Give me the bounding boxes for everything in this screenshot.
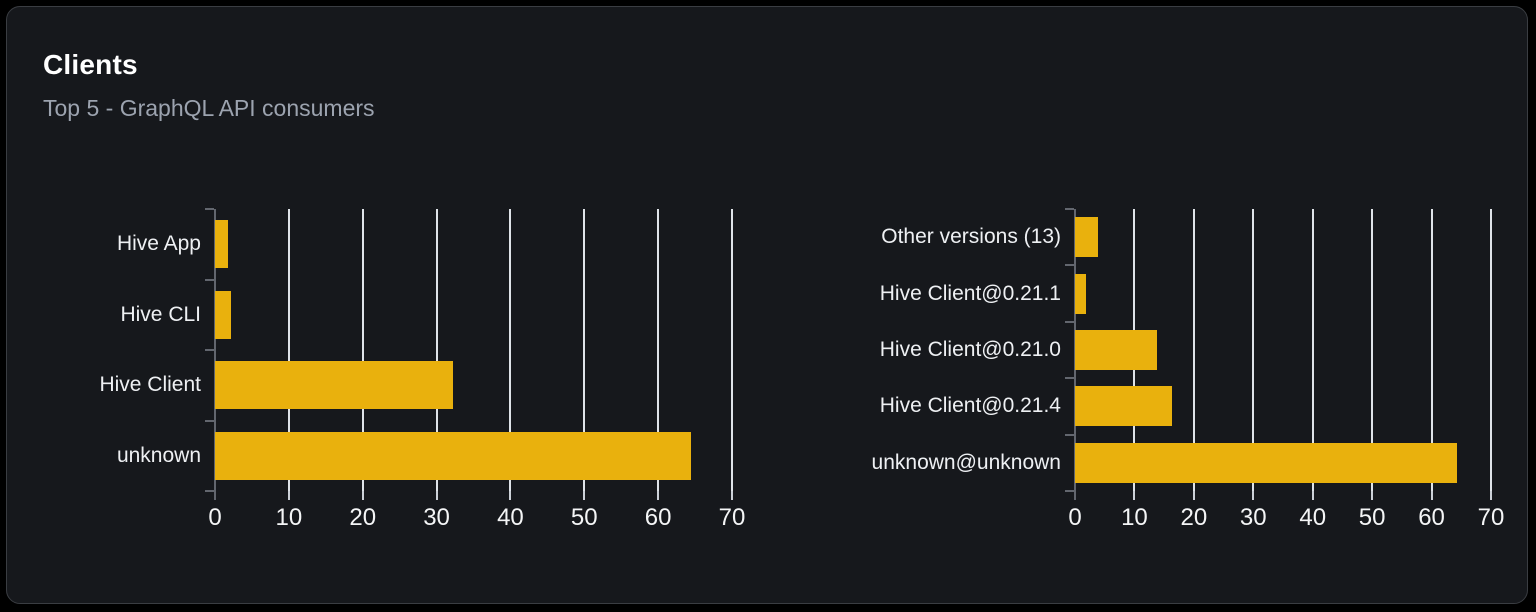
y-axis-tick — [205, 278, 214, 281]
bar-hive-client-0-21-0[interactable] — [1075, 330, 1157, 370]
y-axis-tick — [205, 490, 214, 492]
x-axis-tick — [583, 491, 586, 500]
x-tick-label: 60 — [1418, 504, 1445, 531]
y-axis-tick — [1065, 320, 1074, 323]
gridline — [1311, 209, 1314, 491]
y-axis-tick — [1065, 433, 1074, 436]
x-tick-label: 70 — [718, 504, 746, 531]
gridline — [657, 209, 660, 491]
bar-hive-client-0-21-4[interactable] — [1075, 386, 1173, 427]
bar-hive-client-0-21-1[interactable] — [1075, 273, 1086, 314]
y-axis-tick — [1065, 208, 1074, 210]
category-label: Hive App — [116, 232, 201, 256]
x-axis-tick — [1074, 491, 1076, 500]
x-axis-tick — [1192, 491, 1195, 500]
category-label: Hive Client@0.21.4 — [879, 394, 1061, 418]
gridline — [731, 209, 733, 491]
gridline — [435, 209, 438, 491]
bar-hive-app[interactable] — [215, 220, 228, 269]
x-axis-tick — [361, 491, 364, 500]
category-label: unknown@unknown — [871, 450, 1061, 474]
x-tick-label: 40 — [497, 504, 524, 531]
gridline — [1490, 209, 1492, 491]
x-tick-label: 30 — [1239, 504, 1267, 531]
x-axis-tick — [214, 491, 216, 500]
y-axis-line — [214, 209, 216, 491]
y-axis-tick — [1065, 264, 1074, 267]
x-tick-label: 0 — [1068, 504, 1082, 531]
top-clients-chart: 0 10 20 30 40 50 60 70 Hive App Hive CLI Hive Clie… — [99, 208, 745, 531]
card-title: Clients — [43, 49, 138, 80]
x-axis-tick — [435, 491, 438, 500]
category-label: unknown — [116, 443, 201, 467]
x-tick-label: 60 — [644, 504, 672, 531]
gridline — [583, 209, 586, 491]
x-axis-tick — [1430, 491, 1433, 500]
clients-card: Clients Top 5 - GraphQL API consumers 0 1… — [6, 6, 1528, 604]
category-label: Hive CLI — [120, 302, 201, 326]
x-axis-tick — [1252, 491, 1255, 500]
gridline — [1252, 209, 1255, 491]
x-axis-tick — [1133, 491, 1136, 500]
gridline — [1192, 209, 1195, 491]
x-tick-label: 10 — [1121, 504, 1148, 531]
card-subtitle: Top 5 - GraphQL API consumers — [43, 95, 375, 121]
x-axis-tick — [1311, 491, 1314, 500]
category-label: Hive Client@0.21.0 — [879, 338, 1061, 361]
gridline — [287, 209, 290, 491]
x-axis-tick — [509, 491, 512, 500]
top-client-versions-chart: 0 10 20 30 40 50 60 70 Other versions (13) Hive C… — [872, 208, 1504, 531]
x-tick-label: 30 — [423, 504, 450, 531]
y-axis-tick — [1065, 377, 1074, 380]
bar-hive-client[interactable] — [215, 361, 453, 410]
x-tick-label: 70 — [1477, 504, 1505, 531]
x-axis-tick — [731, 491, 733, 500]
x-axis-tick — [1490, 491, 1492, 500]
bar-unknown[interactable] — [215, 431, 691, 480]
category-label: Other versions (13) — [881, 225, 1061, 249]
bar-hive-cli[interactable] — [215, 290, 232, 339]
y-axis-tick — [205, 208, 214, 210]
x-tick-label: 50 — [1358, 504, 1386, 531]
x-axis-tick — [1371, 491, 1374, 500]
x-tick-label: 40 — [1299, 504, 1327, 531]
x-axis-tick — [657, 491, 660, 500]
bar-unknown-unknown[interactable] — [1075, 442, 1458, 483]
category-label: Hive Client — [99, 373, 201, 397]
bar-other-versions-13-[interactable] — [1075, 217, 1098, 258]
x-tick-label: 10 — [275, 504, 303, 531]
x-tick-label: 20 — [349, 504, 377, 531]
y-axis-tick — [205, 349, 214, 351]
y-axis-tick — [1065, 490, 1074, 492]
gridline — [509, 209, 512, 491]
x-axis-tick — [287, 491, 290, 500]
gridline — [361, 209, 364, 491]
x-tick-label: 50 — [570, 504, 598, 531]
x-tick-label: 0 — [208, 504, 222, 531]
x-tick-label: 20 — [1180, 504, 1208, 531]
gridline — [1430, 209, 1433, 491]
gridline — [1371, 209, 1374, 491]
y-axis-tick — [205, 419, 214, 422]
category-label: Hive Client@0.21.1 — [879, 281, 1061, 305]
